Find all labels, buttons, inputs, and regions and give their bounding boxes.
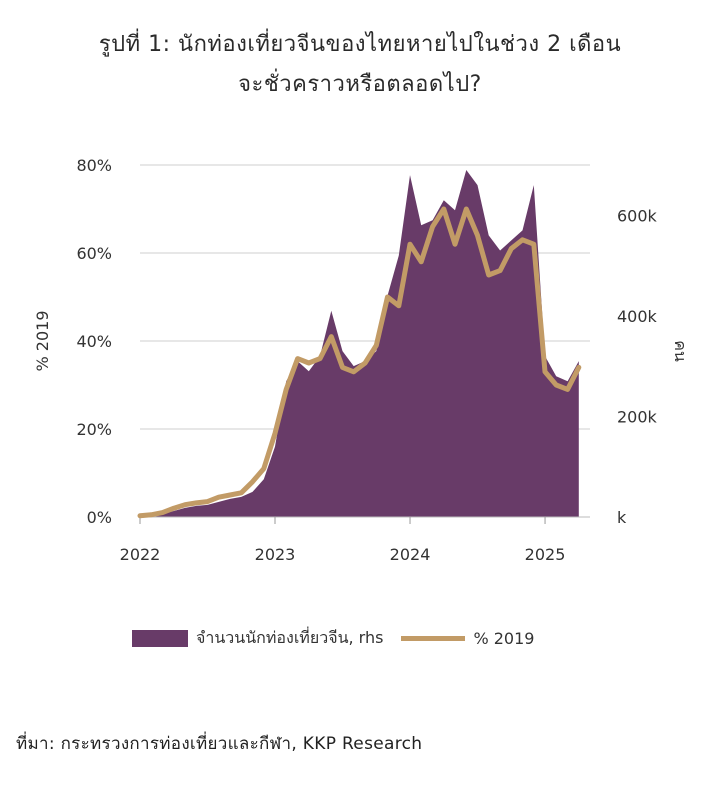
y-tick-label: 60% [76,244,112,263]
legend: จำนวนนักท่องเที่ยวจีน, rhs % 2019 [132,626,534,651]
x-tick-label: 2025 [525,545,566,564]
x-tick-label: 2024 [390,545,431,564]
legend-line-swatch [401,636,466,641]
chart-title-line2: จะชั่วคราวหรือตลอดไป? [238,72,482,97]
source-note: ที่มา: กระทรวงการท่องเที่ยวและกีฬา, KKP … [16,734,423,754]
y-tick-label: 20% [76,420,112,439]
y2-tick-label: 200k [617,407,658,426]
y-tick-label: 80% [76,156,112,175]
y-tick-label: 40% [76,332,112,351]
legend-line-label: % 2019 [473,629,535,648]
y2-tick-label: k [617,508,627,527]
chart-svg: 0% 20% 40% 60% 80% k 200k 400k 600k 2022 2023 2024 2… [33,156,690,564]
chart-title-line1: รูปที่ 1: นักท่องเที่ยวจีนของไทยหายไปในช… [98,32,622,57]
x-tick-label: 2023 [255,545,296,564]
legend-area-label: จำนวนนักท่องเที่ยวจีน, rhs [196,628,384,647]
x-tick-label: 2022 [120,545,161,564]
y2-tick-label: 600k [617,206,658,225]
y2-axis-label: คน [671,340,690,362]
series-area-chinese-tourists [140,170,579,517]
y2-tick-label: 400k [617,307,658,326]
series-line-pct-2019 [137,206,582,519]
legend-area-swatch [132,630,188,647]
y-axis-label: % 2019 [33,310,52,371]
y-tick-label: 0% [87,508,112,527]
